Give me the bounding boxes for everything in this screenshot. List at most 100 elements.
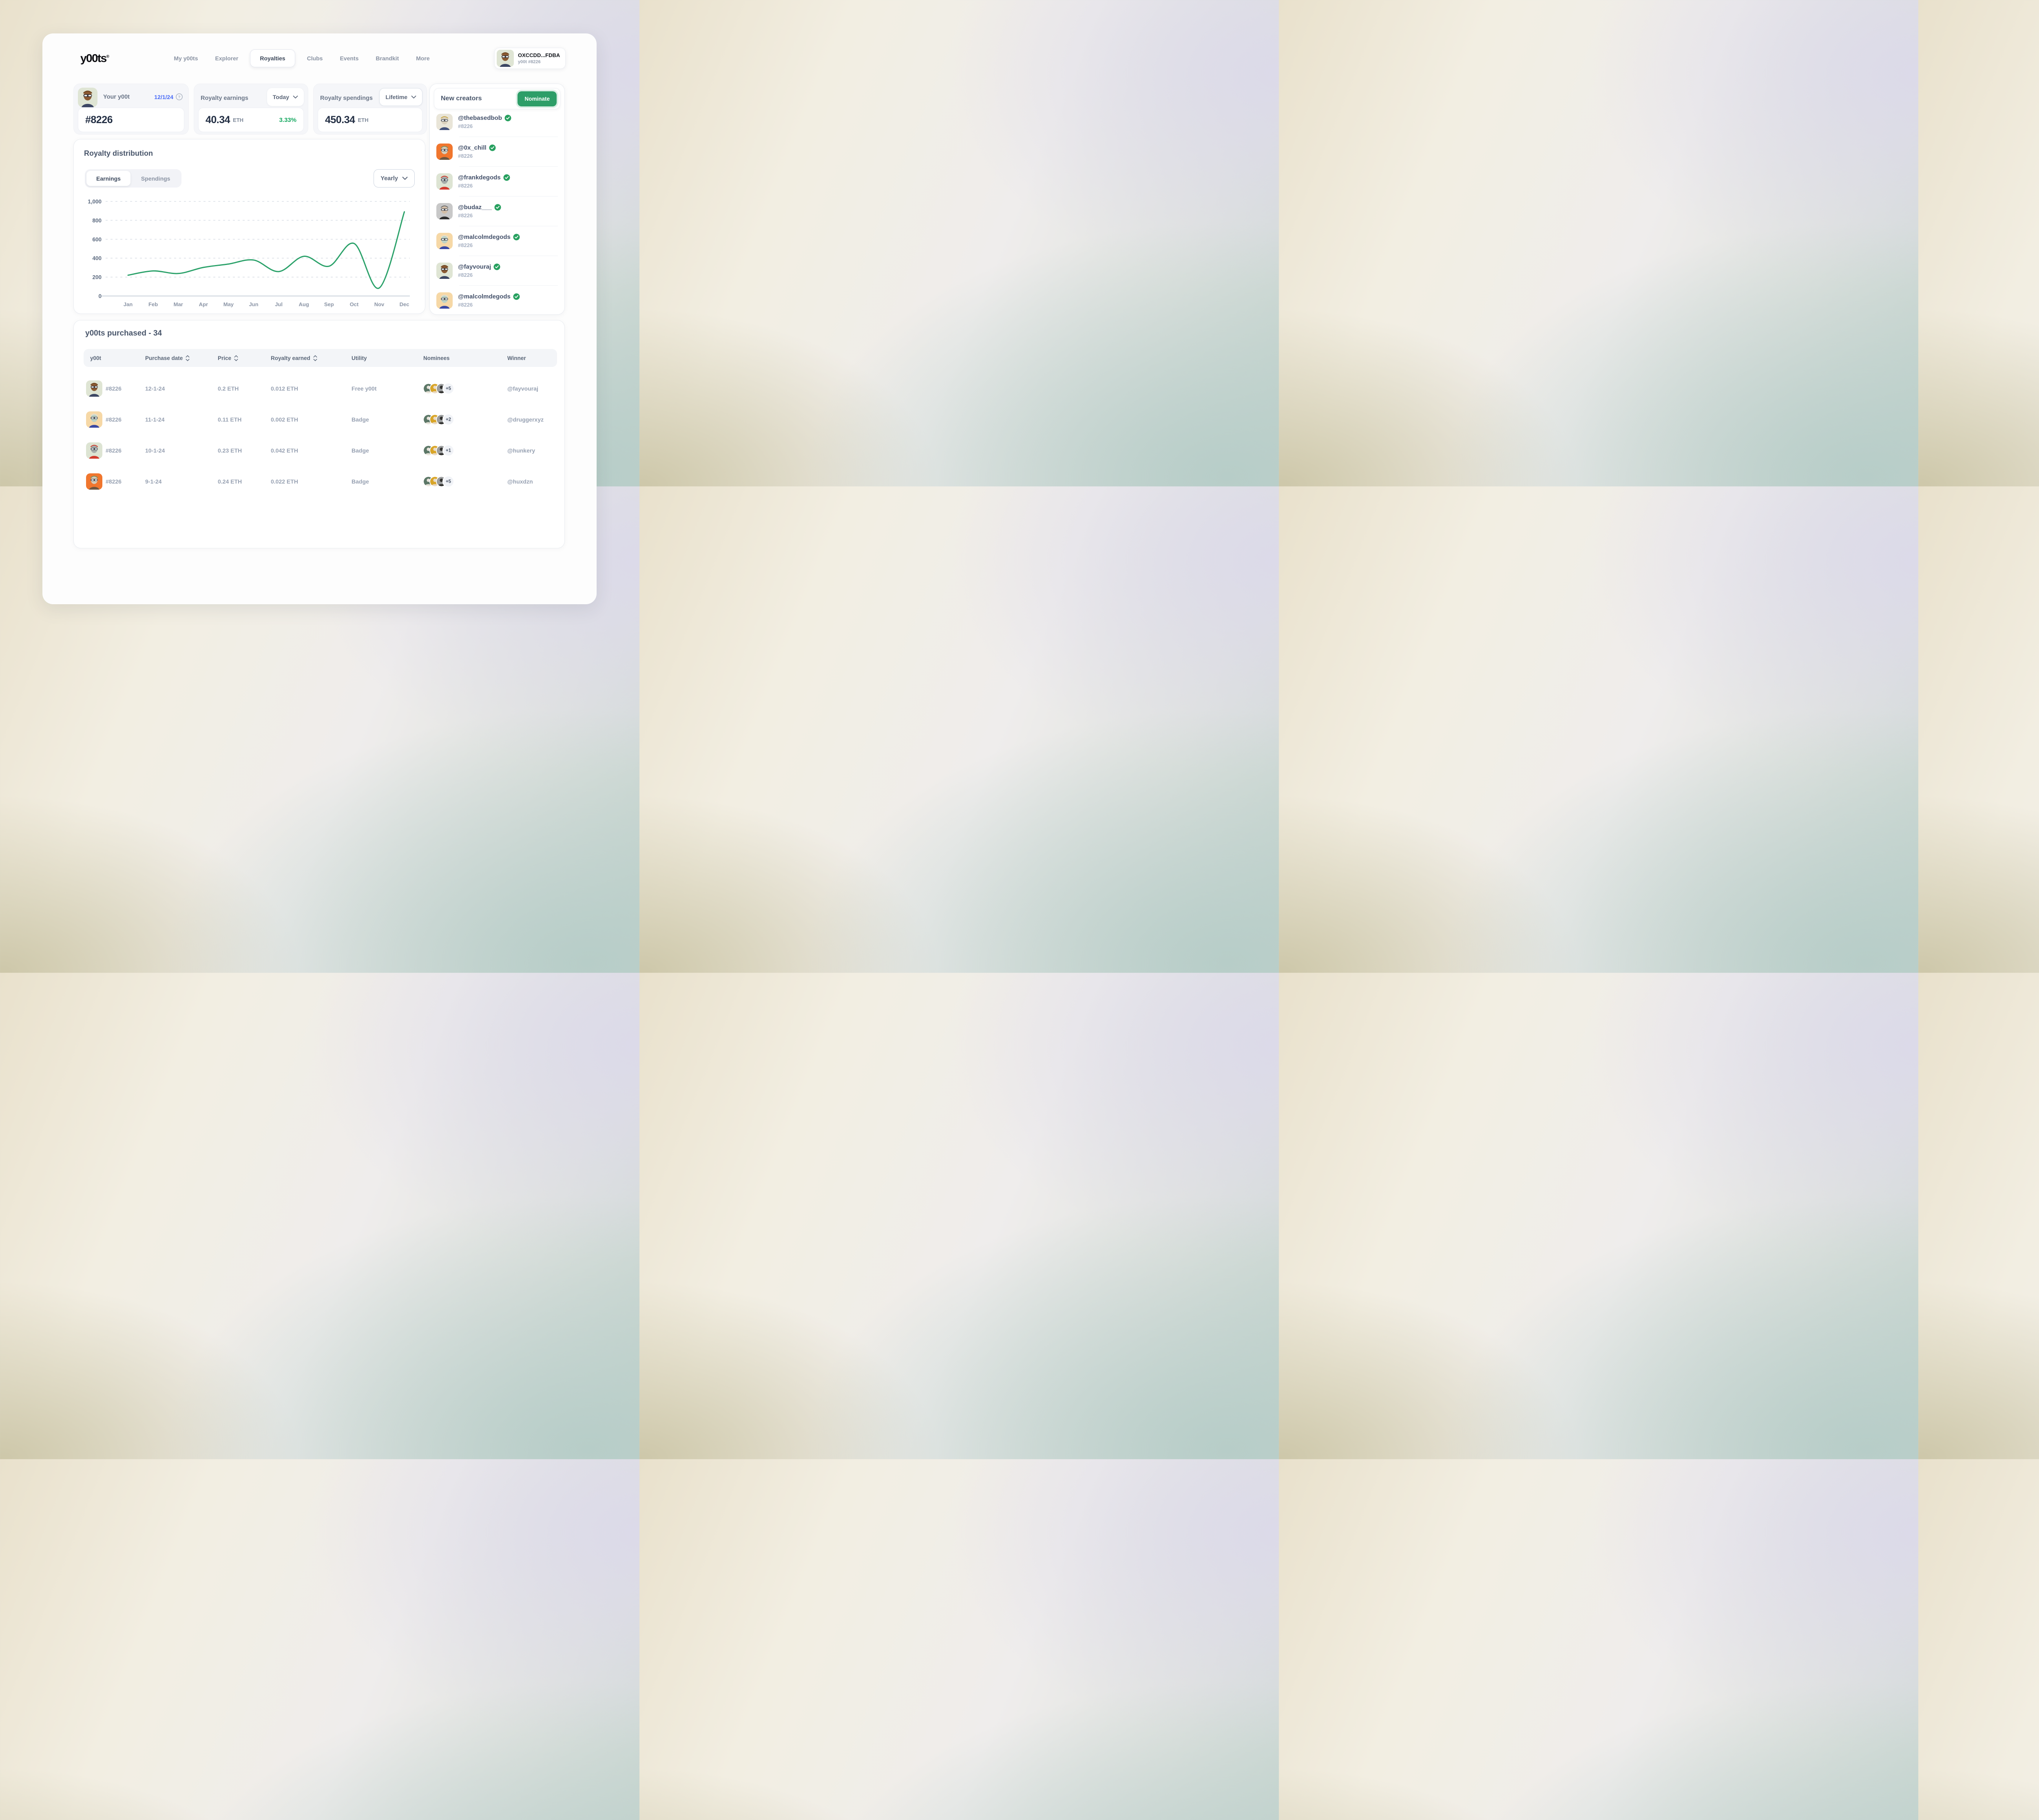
svg-text:Aug: Aug [299, 301, 309, 307]
creator-item-malcolmdegods[interactable]: @malcolmdegods #8226 [430, 285, 564, 315]
creator-item-malcolmdegods[interactable]: @malcolmdegods #8226 [430, 226, 564, 256]
spendings-value-card: 450.34 ETH [318, 108, 422, 132]
column-header-royalty-earned[interactable]: Royalty earned [271, 349, 317, 367]
svg-text:1,000: 1,000 [88, 199, 102, 205]
chart-period-dropdown[interactable]: Yearly [374, 169, 415, 188]
logo-text: y00ts [80, 52, 107, 64]
cell-yoot-id: #8226 [106, 478, 122, 485]
column-label: Winner [507, 355, 526, 361]
verified-icon [489, 144, 496, 151]
svg-text:Jun: Jun [249, 301, 258, 307]
creator-handle: @thebasedbob [458, 114, 502, 121]
chevron-down-icon [293, 95, 298, 99]
cell-royalty-earned: 0.012 ETH [271, 385, 298, 392]
yoot-avatar-art [436, 292, 453, 309]
row-yoot-avatar [86, 411, 102, 428]
nav-item-my-y00ts[interactable]: My y00ts [174, 55, 198, 62]
cell-nominees: +5 [423, 475, 454, 488]
date-value: 12/1/24 [154, 93, 173, 100]
profile-chip[interactable]: OXCCDD...FDBA y00t #8226 [494, 48, 566, 69]
column-header-purchase-date[interactable]: Purchase date [145, 349, 190, 367]
earnings-line-chart: 0 200 400 600 800 1,000 Jan Feb Mar Apr May Jun Jul A… [88, 199, 410, 307]
cell-yoot-id: #8226 [106, 447, 122, 454]
nav-item-brandkit[interactable]: Brandkit [376, 55, 399, 62]
creator-item-0x-chill[interactable]: @0x_chill #8226 [430, 137, 564, 166]
royalty-earnings-card: Royalty earnings Today 40.34 ETH 3.33% [194, 84, 308, 135]
creator-handle: @0x_chill [458, 144, 487, 151]
royalty-earnings-label: Royalty earnings [201, 95, 248, 102]
purchases-table-card: y00ts purchased - 34 y00t Purchase date P… [73, 320, 565, 548]
app-header: y00ts® My y00ts Explorer Royalties Clubs Eve… [42, 33, 597, 83]
nav-item-clubs[interactable]: Clubs [307, 55, 323, 62]
chart-title: Royalty distribution [84, 149, 153, 157]
creator-info: @fayvouraj #8226 [458, 263, 500, 278]
cell-winner-link[interactable]: @druggerxyz [507, 416, 544, 423]
profile-avatar [497, 50, 514, 67]
nav-item-explorer[interactable]: Explorer [215, 55, 239, 62]
creator-item-fayvouraj[interactable]: @fayvouraj #8226 [430, 256, 564, 285]
creator-list: @thebasedbob #8226 @0x_chill #8226 @fran… [430, 107, 564, 313]
earnings-change-badge: 3.33% [279, 116, 296, 124]
nav-item-royalties[interactable]: Royalties [250, 49, 295, 67]
cell-winner-link[interactable]: @huxdzn [507, 478, 533, 485]
verified-icon [513, 293, 520, 300]
creator-avatar [436, 113, 453, 130]
yoot-avatar-art [436, 232, 453, 249]
creator-info: @thebasedbob #8226 [458, 115, 511, 129]
cell-winner-link[interactable]: @hunkery [507, 447, 535, 454]
svg-text:Nov: Nov [374, 301, 385, 307]
cell-yoot-id: #8226 [106, 385, 122, 392]
creator-handle: @frankdegods [458, 174, 501, 181]
spendings-period-dropdown[interactable]: Lifetime [379, 88, 422, 106]
question-circle-icon[interactable]: ? [176, 93, 183, 100]
creator-info: @frankdegods #8226 [458, 174, 510, 189]
chart-tabs: Earnings Spendings [85, 169, 182, 188]
row-yoot-avatar [86, 380, 102, 397]
column-label: Royalty earned [271, 355, 310, 361]
cell-nominees: +1 [423, 444, 454, 457]
creator-info: @malcolmdegods #8226 [458, 234, 520, 248]
tab-spendings[interactable]: Spendings [141, 175, 170, 182]
creator-handle: @malcolmdegods [458, 293, 511, 300]
table-row: #8226 10-1-24 0.23 ETH 0.042 ETH Badge +… [84, 435, 557, 466]
svg-text:Jan: Jan [124, 301, 133, 307]
cell-winner-link[interactable]: @fayvouraj [507, 385, 538, 392]
spendings-value: 450.34 [325, 114, 355, 126]
svg-text:200: 200 [92, 274, 102, 281]
cell-price: 0.2 ETH [218, 385, 239, 392]
svg-text:Oct: Oct [350, 301, 359, 307]
nav-item-events[interactable]: Events [340, 55, 359, 62]
cell-purchase-date: 9-1-24 [145, 478, 162, 485]
creator-item-frankdegods[interactable]: @frankdegods #8226 [430, 166, 564, 196]
creator-info: @budaz___ #8226 [458, 204, 501, 219]
cell-utility: Free y00t [352, 385, 377, 392]
svg-text:0: 0 [98, 293, 102, 299]
svg-text:May: May [223, 301, 234, 307]
nominate-button[interactable]: Nominate [517, 91, 557, 106]
your-yoot-label: Your y00t [103, 94, 130, 100]
creator-avatar [436, 292, 453, 309]
earnings-value: 40.34 [206, 114, 230, 126]
app-logo[interactable]: y00ts® [80, 52, 109, 65]
trademark-icon: ® [106, 54, 109, 59]
profile-subtitle: y00t #8226 [518, 60, 541, 64]
yoot-avatar-art [436, 203, 453, 219]
yoot-avatar-art [436, 173, 453, 190]
nav-item-more[interactable]: More [416, 55, 430, 62]
nominees-extra-count: +5 [442, 382, 454, 395]
svg-text:400: 400 [92, 255, 102, 261]
tab-earnings[interactable]: Earnings [86, 171, 130, 186]
royalty-distribution-card: Royalty distribution Earnings Spendings Y… [73, 139, 425, 314]
cell-purchase-date: 11-1-24 [145, 416, 165, 423]
cell-yoot-id: #8226 [106, 416, 122, 423]
creator-info: @0x_chill #8226 [458, 144, 496, 159]
creator-item-thebasedbob[interactable]: @thebasedbob #8226 [430, 107, 564, 137]
royalty-spendings-label: Royalty spendings [320, 95, 373, 102]
creator-id: #8226 [458, 272, 473, 278]
earnings-unit: ETH [233, 117, 244, 123]
wallet-address: OXCCDD...FDBA [518, 52, 560, 58]
chevron-down-icon [402, 177, 408, 180]
creator-item-budaz[interactable]: @budaz___ #8226 [430, 196, 564, 226]
column-header-price[interactable]: Price [218, 349, 238, 367]
earnings-period-dropdown[interactable]: Today [267, 88, 304, 106]
